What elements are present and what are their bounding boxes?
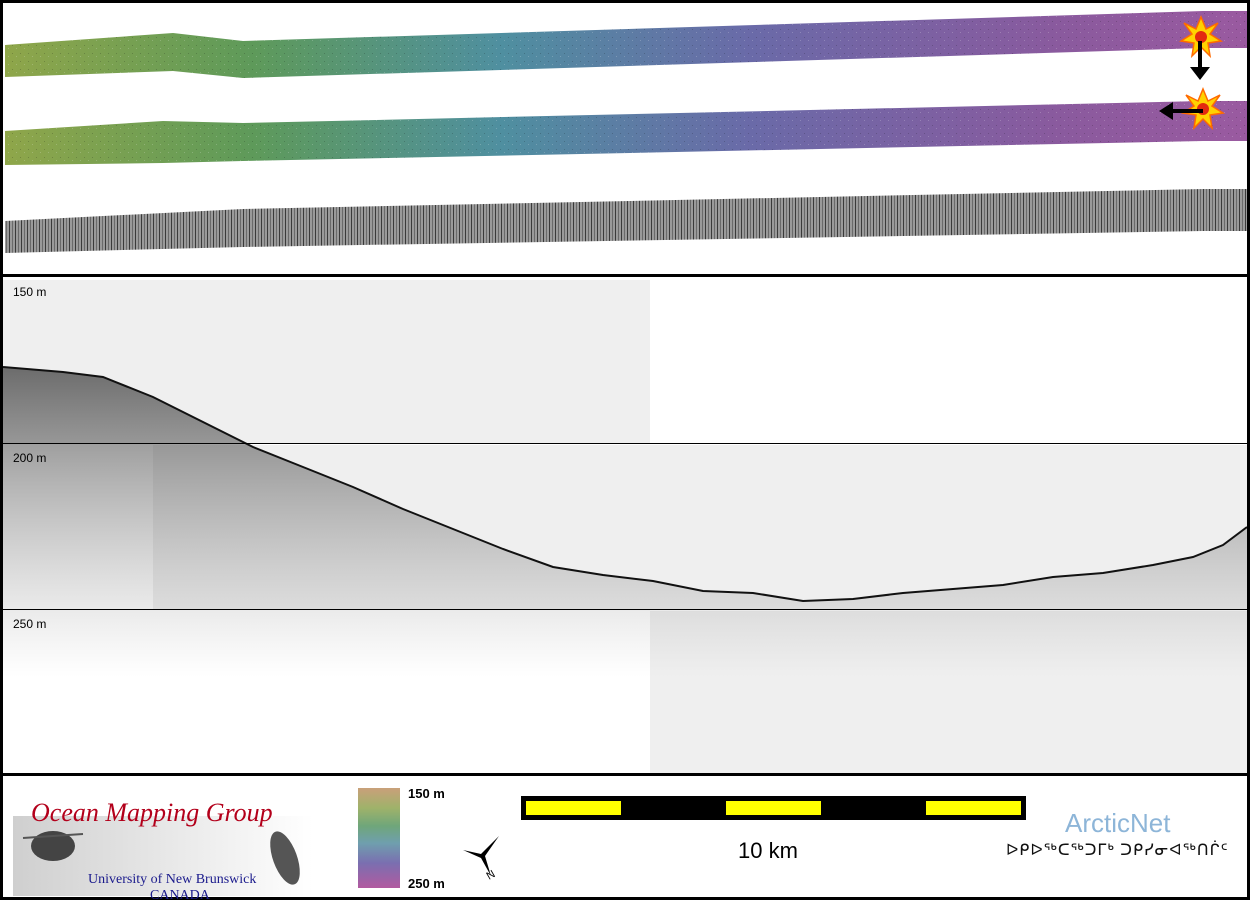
arcticnet-syllabics: ᐅᑭᐅᖅᑕᖅᑐᒥᒃ ᑐᑭᓯᓂᐊᖅᑎᒌᑦ bbox=[1006, 842, 1229, 859]
depth-label-200: 200 m bbox=[13, 451, 47, 465]
colorbar-top-label: 150 m bbox=[408, 786, 445, 801]
scale-label: 10 km bbox=[738, 838, 798, 863]
north-arrow-icon: N bbox=[463, 836, 499, 882]
arrow-icon bbox=[1159, 102, 1203, 120]
seafloor-line bbox=[3, 366, 1247, 603]
profile-panel: 150 m 200 m 250 m bbox=[0, 274, 1250, 776]
omg-logo: Ocean Mapping Group University of New Br… bbox=[13, 786, 313, 903]
omg-subtitle: CANADA bbox=[150, 888, 210, 903]
seafloor-profile bbox=[3, 366, 1247, 677]
depth-gridline bbox=[3, 609, 1247, 610]
depth-colorbar bbox=[358, 788, 400, 888]
arcticnet-logo: ArcticNet bbox=[1065, 808, 1171, 838]
sun-marker-icon bbox=[1178, 15, 1224, 59]
backscatter-swath bbox=[5, 189, 1247, 253]
svg-text:N: N bbox=[485, 868, 498, 882]
scale-bar bbox=[521, 796, 1026, 820]
legend-panel: Ocean Mapping Group University of New Br… bbox=[0, 773, 1250, 903]
depth-label-250: 250 m bbox=[13, 617, 47, 631]
omg-logo-image bbox=[13, 816, 313, 896]
swath-panel bbox=[0, 0, 1250, 277]
omg-subtitle: University of New Brunswick bbox=[88, 872, 257, 887]
depth-gridline bbox=[3, 443, 1247, 444]
scale-segment bbox=[726, 801, 821, 815]
arrow-icon bbox=[1190, 41, 1210, 80]
colorbar-bottom-label: 250 m bbox=[408, 876, 445, 891]
omg-title: Ocean Mapping Group bbox=[31, 798, 273, 827]
scale-segment bbox=[526, 801, 621, 815]
scale-segment bbox=[926, 801, 1021, 815]
swath-map bbox=[5, 11, 1247, 253]
depth-label-150: 150 m bbox=[13, 285, 47, 299]
